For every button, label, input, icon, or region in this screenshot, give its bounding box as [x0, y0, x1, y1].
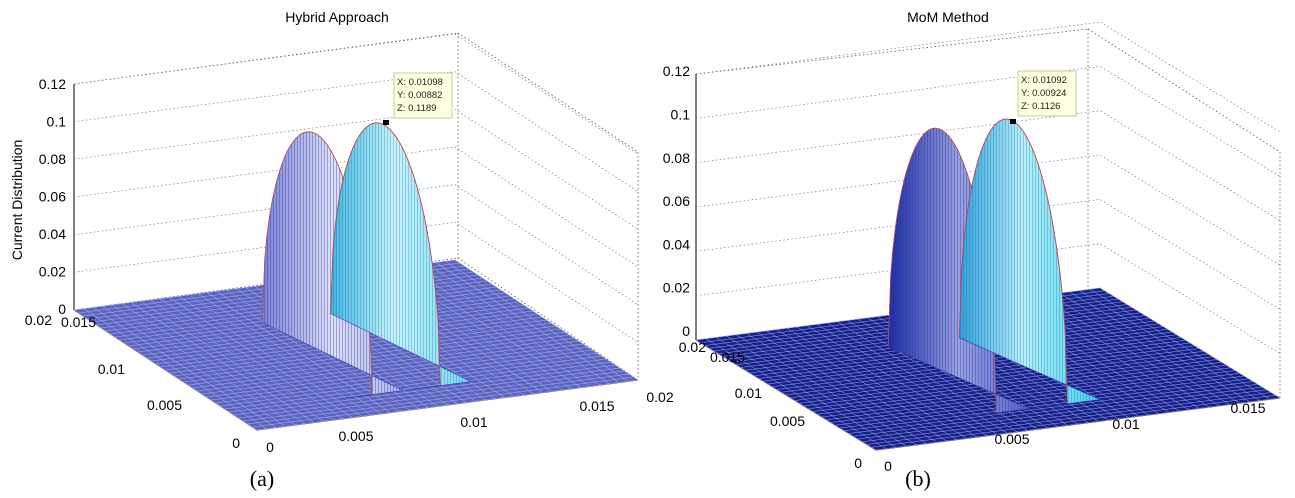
lobe-edge — [330, 122, 441, 386]
datatip-box — [1017, 70, 1077, 117]
grid-line — [73, 108, 639, 230]
datatip-x: X: 0.01098 — [397, 77, 443, 88]
x-tick-label: 0.005 — [338, 428, 373, 444]
z-tick-label: 0.08 — [663, 150, 690, 166]
mesh-line — [407, 266, 591, 387]
z-tick-label: 0.02 — [39, 264, 66, 280]
x-tick-label: 0.015 — [579, 398, 614, 414]
z-tick-label: 0 — [58, 301, 66, 317]
lobe-right-mesh — [330, 122, 472, 390]
chart-title: Hybrid Approach — [285, 9, 389, 25]
x-tick-label: 0.01 — [460, 414, 487, 430]
y-tick-label: 0.01 — [98, 361, 125, 377]
mesh-line — [445, 261, 629, 382]
current-lobes — [262, 122, 473, 399]
datatip-box — [393, 72, 453, 119]
mesh-line — [1059, 293, 1240, 404]
datatip-z: Z: 0.1126 — [1021, 101, 1060, 112]
grid-lines — [73, 33, 639, 343]
x-tick-label: 0.02 — [646, 389, 673, 405]
z-tick-label: 0.06 — [663, 193, 690, 209]
y-tick-label: 0.005 — [147, 397, 182, 413]
datatip-y: Y: 0.00924 — [1021, 88, 1066, 99]
grid-line — [73, 33, 639, 155]
datatip: X: 0.01092 Y: 0.00924 Z: 0.1126 — [1010, 70, 1077, 124]
mesh-line — [1039, 295, 1220, 406]
datatip-marker — [1010, 119, 1016, 124]
panel-mom-method: MoM Method 00.020.040.060.080.10.1200.00… — [663, 9, 1281, 491]
z-tick-label: 0.04 — [663, 236, 690, 252]
panel-hybrid-approach: Hybrid Approach 0 0.02 0.04 0.06 0.08 0.1 0.12… — [9, 9, 674, 491]
mesh-line — [1089, 289, 1271, 400]
z-tick-label: 0 — [682, 323, 690, 339]
panel-caption: (b) — [905, 466, 931, 491]
x-tick-label: 0.01 — [1112, 416, 1139, 432]
x-tick-label: 0 — [884, 458, 892, 474]
datatip: X: 0.01098 Y: 0.00882 Z: 0.1189 — [383, 72, 453, 125]
mesh-line — [1049, 294, 1230, 405]
grid-line — [73, 184, 639, 305]
y-tick-label: 0 — [854, 455, 862, 471]
grid-line — [73, 221, 639, 343]
y-tick-label: 0.015 — [61, 314, 96, 330]
mesh-line — [416, 264, 601, 386]
datatip-marker — [383, 120, 389, 125]
x-tick-label: 0 — [266, 439, 274, 455]
mesh-line — [1099, 287, 1281, 399]
grid-line — [695, 21, 1281, 133]
chart-title: MoM Method — [907, 9, 989, 25]
y-tick-label: 0.015 — [710, 349, 745, 365]
x-tick-label: 0.005 — [994, 431, 1029, 447]
mesh-line — [435, 262, 620, 383]
tick-labels: 00.020.040.060.080.10.1200.0050.010.0150… — [25, 76, 674, 455]
y-tick-label: 0 — [232, 435, 240, 451]
panel-caption: (a) — [250, 466, 274, 491]
mesh-line — [454, 259, 639, 381]
z-tick-label: 0.08 — [39, 151, 66, 167]
x-tick-label: 0.015 — [1230, 400, 1265, 416]
grid-line — [73, 71, 639, 192]
grid-line — [73, 146, 639, 268]
y-tick-label: 0.005 — [770, 413, 805, 429]
y-tick-label: 0.01 — [735, 385, 762, 401]
datatip-y: Y: 0.00882 — [397, 90, 442, 101]
datatip-z: Z: 0.1189 — [397, 103, 436, 114]
current-lobes — [887, 118, 1102, 418]
lobe-right-mesh — [959, 119, 1101, 408]
mesh-line — [1069, 291, 1250, 403]
z-tick-label: 0.1 — [47, 114, 67, 130]
datatip-x: X: 0.01092 — [1021, 75, 1067, 86]
y-tick-label: 0.02 — [25, 312, 52, 328]
z-tick-label: 0.04 — [39, 226, 66, 242]
z-tick-label: 0.12 — [663, 63, 690, 79]
z-tick-label: 0.1 — [671, 107, 691, 123]
z-tick-label: 0.12 — [39, 76, 66, 92]
z-tick-label: 0.06 — [39, 189, 66, 205]
mesh-line — [426, 263, 610, 384]
tick-labels: 00.020.040.060.080.10.1200.0050.010.0150… — [663, 63, 1266, 474]
mesh-line — [1079, 290, 1260, 401]
y-tick-label: 0.02 — [679, 339, 706, 355]
z-tick-label: 0.02 — [663, 280, 690, 296]
z-axis-label: Current Distribution — [9, 140, 25, 261]
